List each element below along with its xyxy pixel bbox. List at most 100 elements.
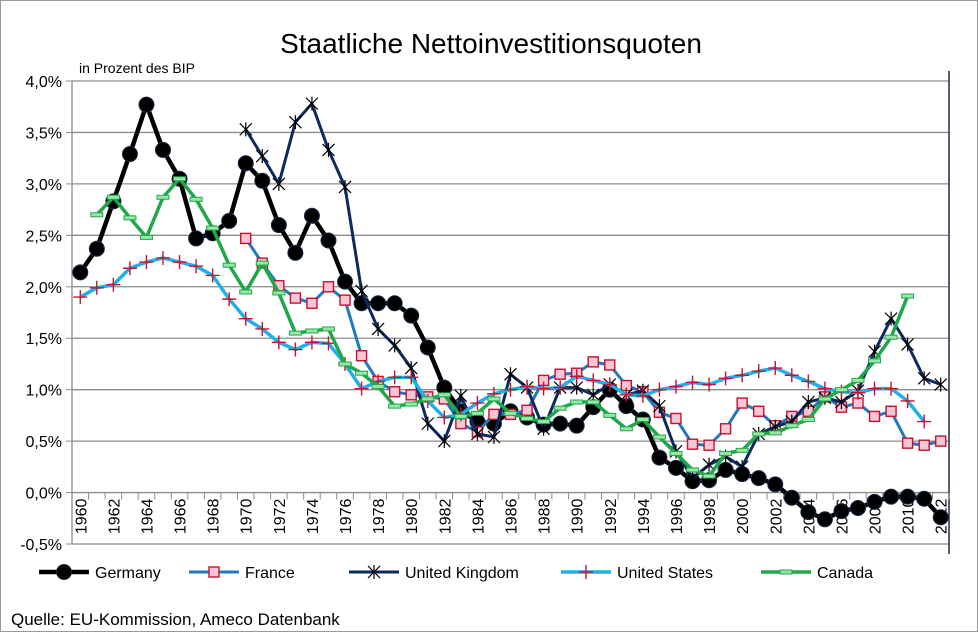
data-point-united-states xyxy=(735,368,750,383)
legend-item-united-states: United States xyxy=(561,565,713,582)
data-point-united-states xyxy=(222,292,237,307)
data-point-canada xyxy=(702,473,716,479)
data-point-germany xyxy=(386,295,403,312)
data-point-canada xyxy=(851,377,865,383)
x-tick-label: 1976 xyxy=(338,498,355,534)
data-point-canada xyxy=(321,326,335,332)
data-point-canada xyxy=(139,234,153,240)
data-point-canada xyxy=(537,419,551,425)
data-point-united-states xyxy=(156,250,171,265)
data-point-france xyxy=(521,404,533,416)
data-point-united-kingdom xyxy=(652,399,666,414)
data-point-united-states xyxy=(321,336,336,351)
data-point-germany xyxy=(767,476,784,493)
legend-marker xyxy=(579,565,593,579)
data-point-germany xyxy=(303,207,320,224)
data-point-france xyxy=(587,356,599,368)
data-point-canada xyxy=(239,289,253,295)
data-point-united-kingdom xyxy=(305,96,319,111)
x-tick-label: 1960 xyxy=(73,498,90,534)
data-point-canada xyxy=(686,467,700,473)
data-point-united-states xyxy=(520,379,535,394)
data-point-united-kingdom xyxy=(239,122,253,137)
data-point-canada xyxy=(868,358,882,364)
y-tick-label: 1,5% xyxy=(26,331,62,348)
data-point-germany xyxy=(237,155,254,172)
data-point-united-states xyxy=(139,255,154,270)
data-point-canada xyxy=(454,413,468,419)
legend-marker xyxy=(779,569,793,575)
data-point-united-kingdom xyxy=(437,434,451,449)
data-point-united-states xyxy=(801,374,816,389)
data-point-france xyxy=(753,405,765,417)
data-point-canada xyxy=(504,410,517,416)
x-tick-label: 1980 xyxy=(404,498,421,534)
data-point-germany xyxy=(816,511,833,528)
x-tick-label: 1964 xyxy=(139,498,156,534)
data-point-canada xyxy=(437,392,451,398)
y-tick-label: 4,0% xyxy=(26,74,62,91)
data-point-united-kingdom xyxy=(288,115,302,130)
data-point-canada xyxy=(123,215,137,221)
data-point-united-states xyxy=(503,382,518,397)
data-point-france xyxy=(604,359,616,371)
data-point-united-kingdom xyxy=(686,471,699,486)
data-point-united-states xyxy=(470,396,485,411)
data-point-france xyxy=(868,410,881,423)
data-point-canada xyxy=(520,415,534,421)
y-tick-label: 1,0% xyxy=(26,383,62,400)
data-point-united-states xyxy=(387,370,402,385)
data-point-canada xyxy=(768,430,782,436)
series-line-germany xyxy=(78,102,943,522)
data-point-france xyxy=(289,292,302,304)
data-point-united-states xyxy=(718,371,733,386)
data-point-canada xyxy=(884,334,898,340)
data-point-germany xyxy=(337,273,354,290)
data-point-canada xyxy=(272,290,286,296)
data-point-france xyxy=(918,439,930,451)
legend-item-united-kingdom: United Kingdom xyxy=(349,565,519,582)
data-point-canada xyxy=(801,417,815,423)
data-point-canada xyxy=(355,370,369,376)
data-point-united-kingdom xyxy=(388,338,402,353)
data-point-united-states xyxy=(354,381,369,396)
x-tick-label: 1990 xyxy=(570,498,587,534)
chart-title: Staatliche Nettoinvestitionsquoten xyxy=(280,28,702,59)
data-point-united-kingdom xyxy=(586,387,600,402)
data-point-canada xyxy=(371,384,385,390)
data-point-germany xyxy=(667,459,684,476)
data-point-france xyxy=(736,397,748,409)
series-canada xyxy=(90,176,915,479)
axes: -0,5% 0,0% 0,5% 1,0% 1,5% 2,0% 2,5% 3,0% 3,5% 4,0… xyxy=(20,71,951,554)
data-point-united-kingdom xyxy=(801,395,815,410)
data-point-united-states xyxy=(685,375,700,390)
data-point-united-states xyxy=(850,385,865,400)
data-point-canada xyxy=(570,399,584,405)
data-point-germany xyxy=(221,212,238,229)
data-point-united-states xyxy=(917,414,932,429)
data-point-united-states xyxy=(867,381,882,396)
data-point-france xyxy=(686,438,699,450)
data-point-united-states xyxy=(536,381,551,396)
y-tick-label: -0,5% xyxy=(20,537,62,554)
x-tick-label: 1974 xyxy=(305,498,322,534)
data-point-canada xyxy=(652,434,666,440)
legend-item-france: France xyxy=(189,565,295,582)
data-point-germany xyxy=(651,449,668,466)
y-tick-label: 3,0% xyxy=(26,177,62,194)
data-point-united-states xyxy=(205,268,220,283)
data-point-germany xyxy=(155,141,172,158)
data-point-united-kingdom xyxy=(355,283,368,298)
data-point-canada xyxy=(553,405,567,411)
x-tick-label: 1988 xyxy=(537,498,554,534)
data-point-canada xyxy=(305,328,319,334)
data-point-france xyxy=(935,435,947,447)
data-point-germany xyxy=(866,493,883,510)
x-tick-label: 1968 xyxy=(206,498,223,534)
data-point-united-kingdom xyxy=(934,377,948,392)
data-point-canada xyxy=(669,450,683,456)
x-tick-label: 1986 xyxy=(504,498,521,534)
data-point-united-states xyxy=(884,381,899,396)
series-group xyxy=(72,96,949,528)
data-point-united-kingdom xyxy=(504,367,517,382)
